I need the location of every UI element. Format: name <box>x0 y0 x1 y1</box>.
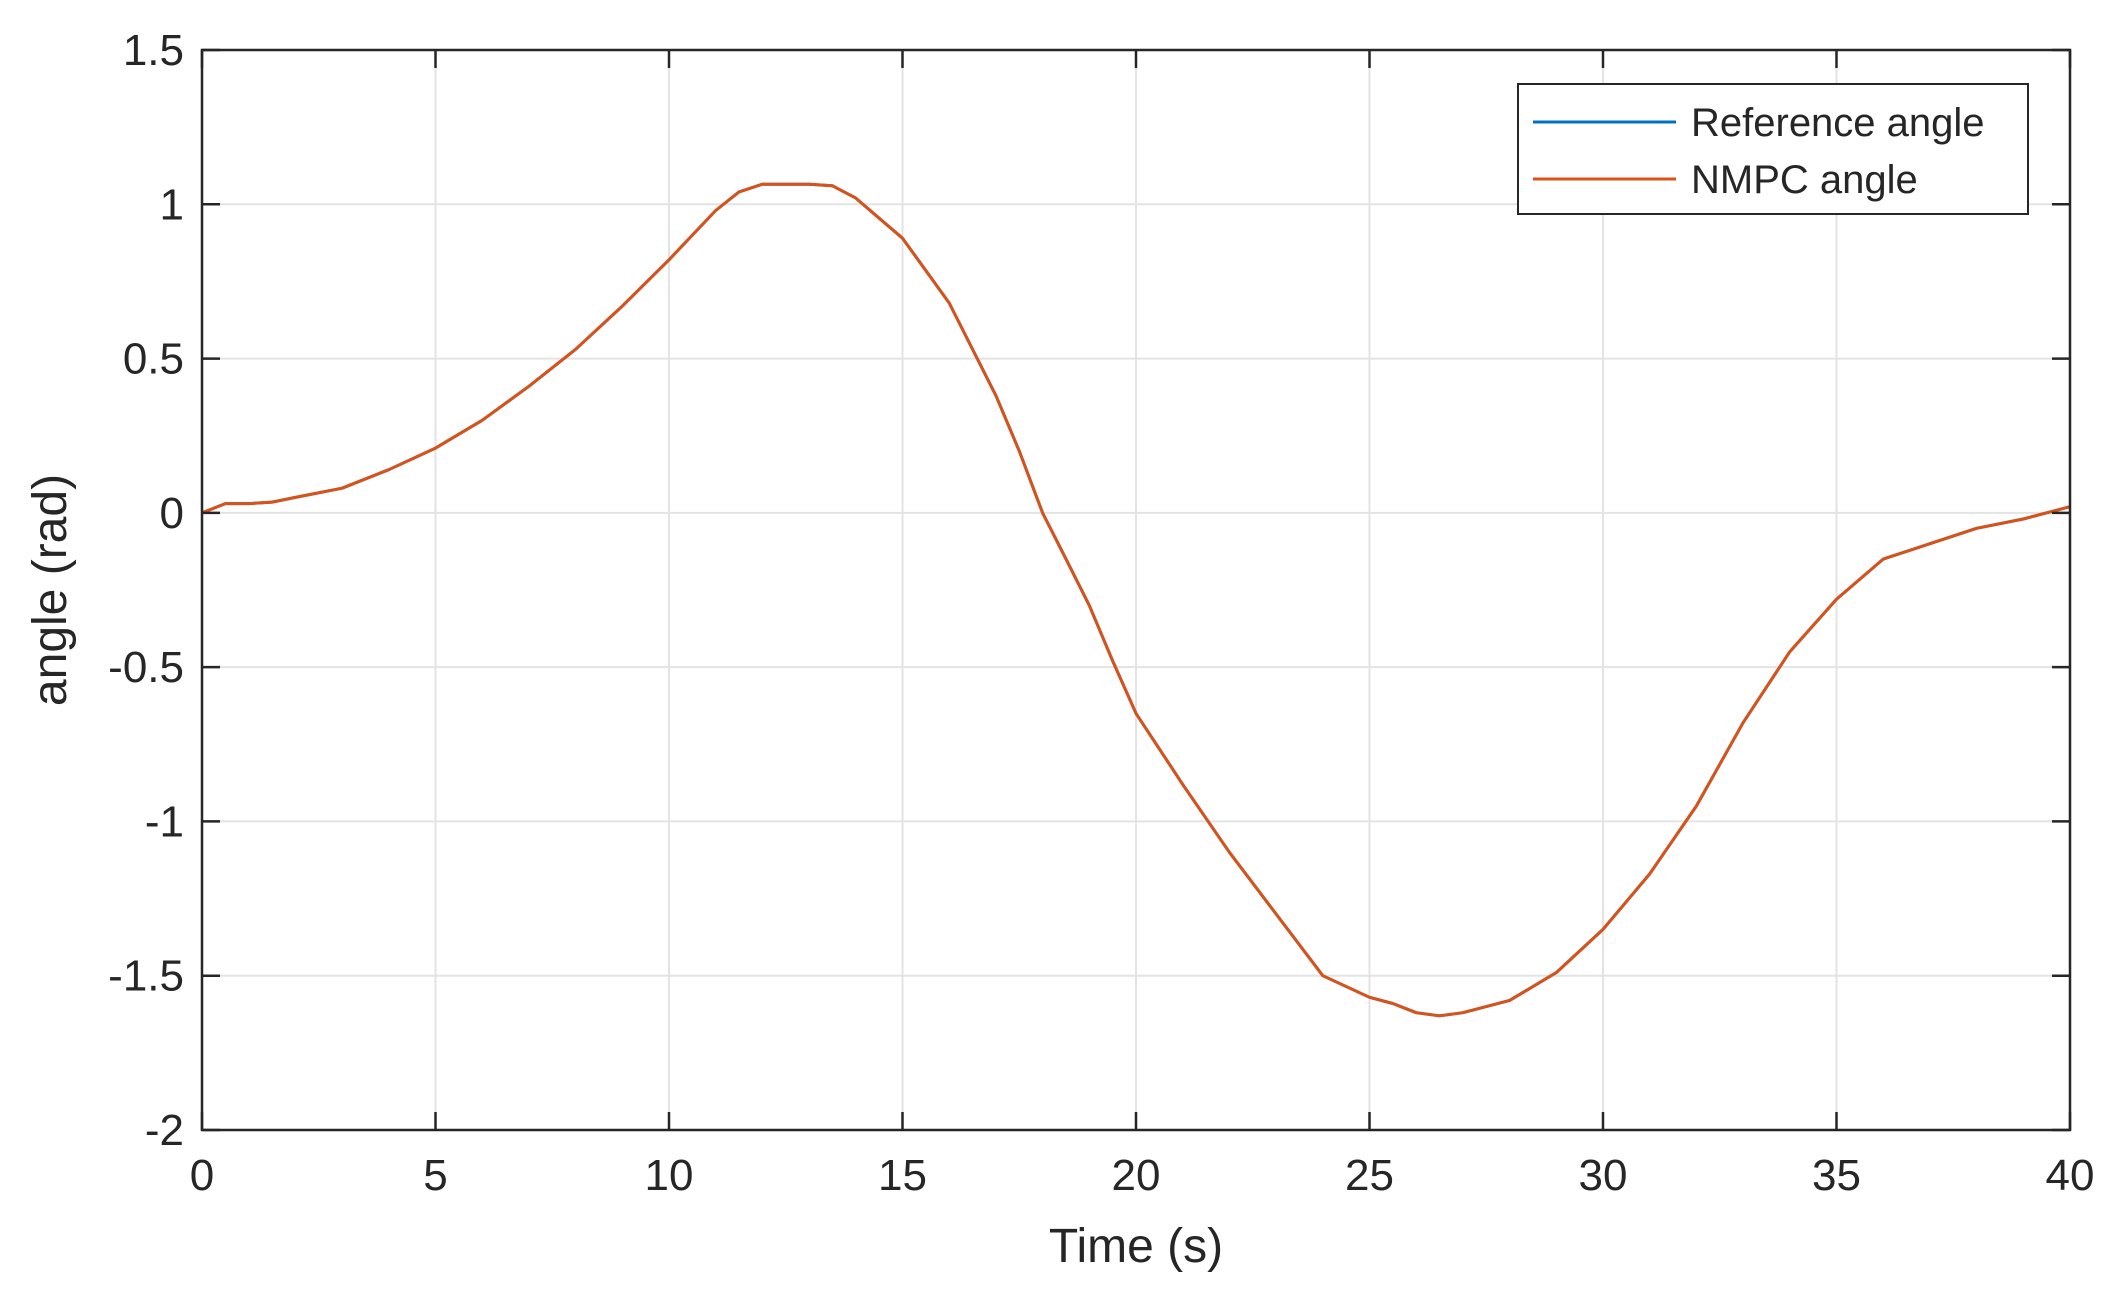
y-axis-label: angle (rad) <box>24 474 77 706</box>
legend: Reference angle NMPC angle <box>1517 83 2029 215</box>
series-lines <box>201 182 2071 1018</box>
y-tick-label: -1.5 <box>108 952 184 1001</box>
y-tick-label: 0.5 <box>123 335 184 384</box>
x-tick-label: 35 <box>1812 1151 1861 1200</box>
series-line-nmpc <box>201 182 2071 1018</box>
tick-marks <box>200 48 2072 1132</box>
y-tick-label: -0.5 <box>108 643 184 692</box>
legend-label-nmpc: NMPC angle <box>1691 158 1918 202</box>
x-tick-labels: 0 5 10 15 20 25 30 35 40 <box>190 1151 2095 1200</box>
y-tick-label: -2 <box>145 1106 184 1155</box>
y-tick-label: -1 <box>145 797 184 846</box>
y-tick-labels: 1.5 1 0.5 0 -0.5 -1 -1.5 -2 <box>108 26 184 1155</box>
x-tick-label: 25 <box>1345 1151 1394 1200</box>
x-tick-label: 20 <box>1112 1151 1161 1200</box>
legend-label-reference: Reference angle <box>1691 101 1985 145</box>
x-tick-label: 5 <box>423 1151 447 1200</box>
x-tick-label: 40 <box>2046 1151 2095 1200</box>
y-tick-label: 0 <box>160 489 184 538</box>
x-tick-label: 10 <box>645 1151 694 1200</box>
x-axis-label: Time (s) <box>1049 1220 1223 1273</box>
x-tick-label: 30 <box>1579 1151 1628 1200</box>
x-tick-label: 15 <box>878 1151 927 1200</box>
x-tick-label: 0 <box>190 1151 214 1200</box>
y-tick-label: 1.5 <box>123 26 184 75</box>
legend-box <box>1517 83 2029 215</box>
y-tick-label: 1 <box>160 180 184 229</box>
